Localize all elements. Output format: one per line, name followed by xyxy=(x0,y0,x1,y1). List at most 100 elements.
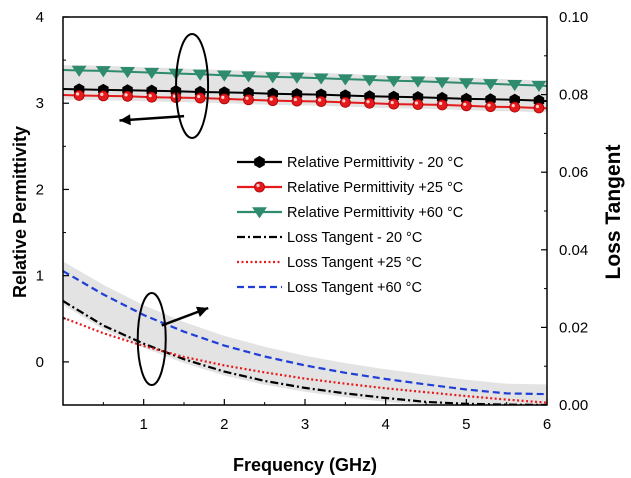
data-point-highlight xyxy=(487,103,491,107)
y-left-tick-label: 3 xyxy=(36,95,44,112)
data-point xyxy=(194,92,206,104)
legend-item: Loss Tangent - 20 °C xyxy=(237,230,422,246)
legend-item: Relative Permittivity +25 °C xyxy=(237,180,463,196)
data-point-highlight xyxy=(342,99,346,103)
data-point xyxy=(216,70,232,82)
data-point-highlight xyxy=(366,100,370,104)
data-point-highlight xyxy=(293,97,298,102)
y-left-tick-label: 4 xyxy=(36,9,44,26)
data-point-highlight xyxy=(221,95,225,100)
data-point-highlight xyxy=(172,94,177,98)
data-point-highlight xyxy=(511,104,515,108)
y-right-tick-label: 0.10 xyxy=(559,9,588,26)
data-point-highlight xyxy=(197,94,201,99)
y-right-axis-title: Loss Tangent xyxy=(602,145,625,280)
loss-tangent-group-ellipse xyxy=(136,292,167,387)
legend-item: Loss Tangent +25 °C xyxy=(237,255,422,271)
series-line xyxy=(63,316,547,404)
data-point-highlight xyxy=(390,100,394,105)
series-line xyxy=(63,94,547,110)
data-point xyxy=(364,97,375,109)
data-point xyxy=(243,94,254,106)
y-right-tick-label: 0.02 xyxy=(559,319,588,336)
data-point xyxy=(337,74,353,86)
data-point xyxy=(509,101,521,113)
data-point xyxy=(313,73,329,85)
series-2 xyxy=(63,90,547,114)
data-point-highlight xyxy=(256,183,260,188)
data-point-highlight xyxy=(245,96,249,100)
legend-label: Relative Permittivity +60 °C xyxy=(287,205,463,221)
data-point-highlight xyxy=(414,101,419,105)
data-point xyxy=(241,71,256,83)
legend-label: Loss Tangent +25 °C xyxy=(287,255,422,271)
legend: Relative Permittivity - 20 °C Relative Pe… xyxy=(237,155,464,296)
loss-tangent-band xyxy=(63,261,547,405)
x-tick-label: 6 xyxy=(543,416,551,433)
data-point-highlight xyxy=(148,94,152,98)
data-point xyxy=(73,90,85,101)
data-point-highlight xyxy=(124,93,128,97)
x-axis-title: Frequency (GHz) xyxy=(233,455,377,475)
data-point xyxy=(460,100,472,112)
data-point-highlight xyxy=(269,97,273,101)
legend-label: Relative Permittivity - 20 °C xyxy=(287,155,464,171)
series-6 xyxy=(63,270,547,396)
series-line xyxy=(63,88,547,103)
data-point xyxy=(291,95,303,107)
ticks: 1 2 3 4 5 6 0 1 2 3 4 0.00 0.02 0.04 0.06 0.08 0.10 xyxy=(36,9,589,433)
y-right-tick-label: 0.08 xyxy=(559,87,588,104)
data-point-highlight xyxy=(439,101,443,106)
y-left-axis-title: Relative Permittivity xyxy=(10,126,30,298)
data-point xyxy=(254,181,265,193)
legend-label: Relative Permittivity +25 °C xyxy=(287,180,463,196)
data-point xyxy=(97,90,109,102)
data-point xyxy=(507,79,523,92)
data-point-highlight xyxy=(318,98,322,102)
data-point-highlight xyxy=(100,92,104,96)
arrow-to-left-axis xyxy=(119,114,185,126)
arrow-head xyxy=(195,306,209,318)
data-point xyxy=(410,76,426,88)
legend-label: Loss Tangent +60 °C xyxy=(287,280,422,296)
arrow-head xyxy=(119,114,131,126)
x-tick-label: 2 xyxy=(220,416,228,433)
data-point xyxy=(122,90,133,102)
legend-item: Loss Tangent +60 °C xyxy=(237,280,422,296)
data-point xyxy=(362,75,377,87)
data-point xyxy=(267,95,279,107)
data-point xyxy=(436,99,448,111)
y-right-tick-label: 0.04 xyxy=(559,242,588,259)
uncertainty-bands xyxy=(63,65,547,405)
y-right-tick-label: 0.00 xyxy=(559,397,588,414)
annotations xyxy=(119,32,210,387)
series-5 xyxy=(63,316,547,404)
series-line xyxy=(63,69,547,87)
data-point xyxy=(120,67,135,79)
data-point-highlight xyxy=(76,92,80,96)
series-layer xyxy=(63,65,547,405)
data-point xyxy=(533,102,545,114)
arrow-to-right-axis xyxy=(161,306,209,327)
data-point xyxy=(95,66,111,78)
data-point xyxy=(192,69,208,81)
y-right-tick-label: 0.06 xyxy=(559,164,588,181)
data-point xyxy=(388,98,400,110)
x-tick-label: 3 xyxy=(301,416,309,433)
legend-item: Relative Permittivity - 20 °C xyxy=(237,155,464,171)
data-point xyxy=(289,72,305,84)
data-point xyxy=(218,93,230,105)
data-point xyxy=(254,155,265,169)
y-left-tick-label: 1 xyxy=(36,268,44,285)
permittivity-group-ellipse xyxy=(175,32,210,139)
data-point xyxy=(531,80,547,92)
data-point xyxy=(386,76,402,88)
data-point-highlight xyxy=(463,102,467,106)
data-point xyxy=(146,91,158,103)
data-point xyxy=(485,101,496,113)
data-point xyxy=(71,65,87,77)
x-tick-label: 1 xyxy=(139,416,147,433)
data-point xyxy=(315,96,327,107)
data-point xyxy=(483,79,498,91)
